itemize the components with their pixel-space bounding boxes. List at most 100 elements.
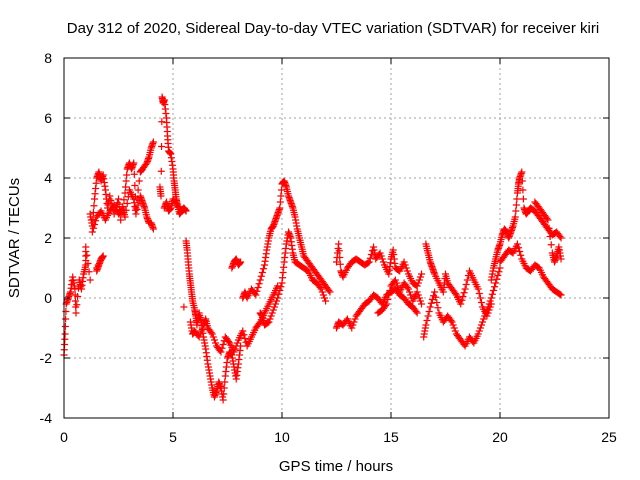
data-point xyxy=(71,285,79,293)
data-point xyxy=(318,288,326,296)
data-point xyxy=(158,118,166,126)
data-point xyxy=(486,303,494,311)
data-point xyxy=(413,288,421,296)
data-point xyxy=(277,283,285,291)
data-point xyxy=(239,327,247,335)
data-point xyxy=(382,302,390,309)
data-point xyxy=(212,339,220,347)
data-point xyxy=(268,309,276,317)
data-point xyxy=(480,315,488,323)
data-point xyxy=(391,276,399,284)
data-point xyxy=(556,290,564,298)
data-point xyxy=(258,269,266,276)
data-point xyxy=(277,186,285,194)
data-point xyxy=(512,207,520,215)
data-point xyxy=(513,240,521,248)
data-point xyxy=(557,255,565,263)
data-point xyxy=(241,335,249,342)
data-point xyxy=(123,200,131,207)
data-point xyxy=(450,324,458,332)
y-tick-label: -2 xyxy=(40,350,53,366)
data-point xyxy=(422,321,430,329)
chart-title: Day 312 of 2020, Sidereal Day-to-day VTE… xyxy=(67,20,599,37)
data-point xyxy=(210,336,218,344)
data-point xyxy=(255,320,263,327)
data-point xyxy=(322,297,330,305)
data-point xyxy=(225,338,233,345)
data-point xyxy=(130,159,138,167)
data-point xyxy=(557,234,565,242)
data-point xyxy=(336,260,344,268)
y-axis-label: SDTVAR / TECUs xyxy=(6,178,23,298)
data-point xyxy=(424,312,432,320)
data-point xyxy=(487,300,495,308)
data-point xyxy=(418,300,426,308)
data-point xyxy=(122,177,130,185)
data-point xyxy=(483,312,491,320)
data-point xyxy=(476,294,484,302)
data-point xyxy=(415,276,423,284)
data-point xyxy=(451,327,459,335)
data-point xyxy=(220,384,228,392)
data-point xyxy=(85,268,93,276)
data-point xyxy=(547,241,555,249)
data-point xyxy=(218,344,226,352)
data-point xyxy=(519,186,527,194)
data-point xyxy=(517,251,525,259)
data-point xyxy=(71,297,79,305)
data-point xyxy=(488,290,496,298)
data-point xyxy=(423,317,431,324)
data-point xyxy=(414,279,422,287)
data-point xyxy=(230,348,238,356)
data-point xyxy=(130,170,138,178)
y-tick-label: -4 xyxy=(40,410,53,426)
x-tick-label: 15 xyxy=(383,429,399,445)
data-point xyxy=(273,297,281,305)
data-point xyxy=(240,331,248,339)
data-point xyxy=(120,196,128,204)
data-point xyxy=(495,268,503,276)
data-point xyxy=(253,287,261,295)
data-point xyxy=(131,182,139,189)
data-points xyxy=(60,93,565,404)
data-point xyxy=(394,282,402,290)
data-point xyxy=(406,288,414,296)
x-axis-label: GPS time / hours xyxy=(279,458,393,475)
data-point xyxy=(317,285,325,293)
data-point xyxy=(122,183,130,191)
data-point xyxy=(543,215,551,222)
data-point xyxy=(62,315,70,323)
data-point xyxy=(349,321,357,329)
data-point xyxy=(197,327,205,335)
data-point xyxy=(433,299,441,306)
data-point xyxy=(425,308,433,315)
data-point xyxy=(274,282,282,290)
data-point xyxy=(516,248,524,255)
data-point xyxy=(494,272,502,279)
data-point xyxy=(134,186,142,194)
data-point xyxy=(477,299,485,306)
data-point xyxy=(326,288,334,296)
data-point xyxy=(106,192,114,200)
data-point xyxy=(544,216,552,224)
data-point xyxy=(493,275,501,283)
data-point xyxy=(180,204,188,212)
data-point xyxy=(107,197,115,204)
data-point xyxy=(221,378,229,386)
data-point xyxy=(325,287,333,294)
data-point xyxy=(274,294,282,302)
data-point xyxy=(264,319,272,327)
data-point xyxy=(487,294,495,302)
data-point xyxy=(458,296,466,304)
data-point xyxy=(195,333,203,341)
x-tick-label: 10 xyxy=(274,429,290,445)
data-point xyxy=(427,299,435,307)
data-point xyxy=(276,198,284,206)
data-point xyxy=(158,143,166,150)
x-tick-label: 0 xyxy=(60,429,68,445)
data-point xyxy=(135,177,143,185)
data-point xyxy=(556,233,564,240)
data-point xyxy=(133,206,141,213)
data-point xyxy=(403,267,411,275)
